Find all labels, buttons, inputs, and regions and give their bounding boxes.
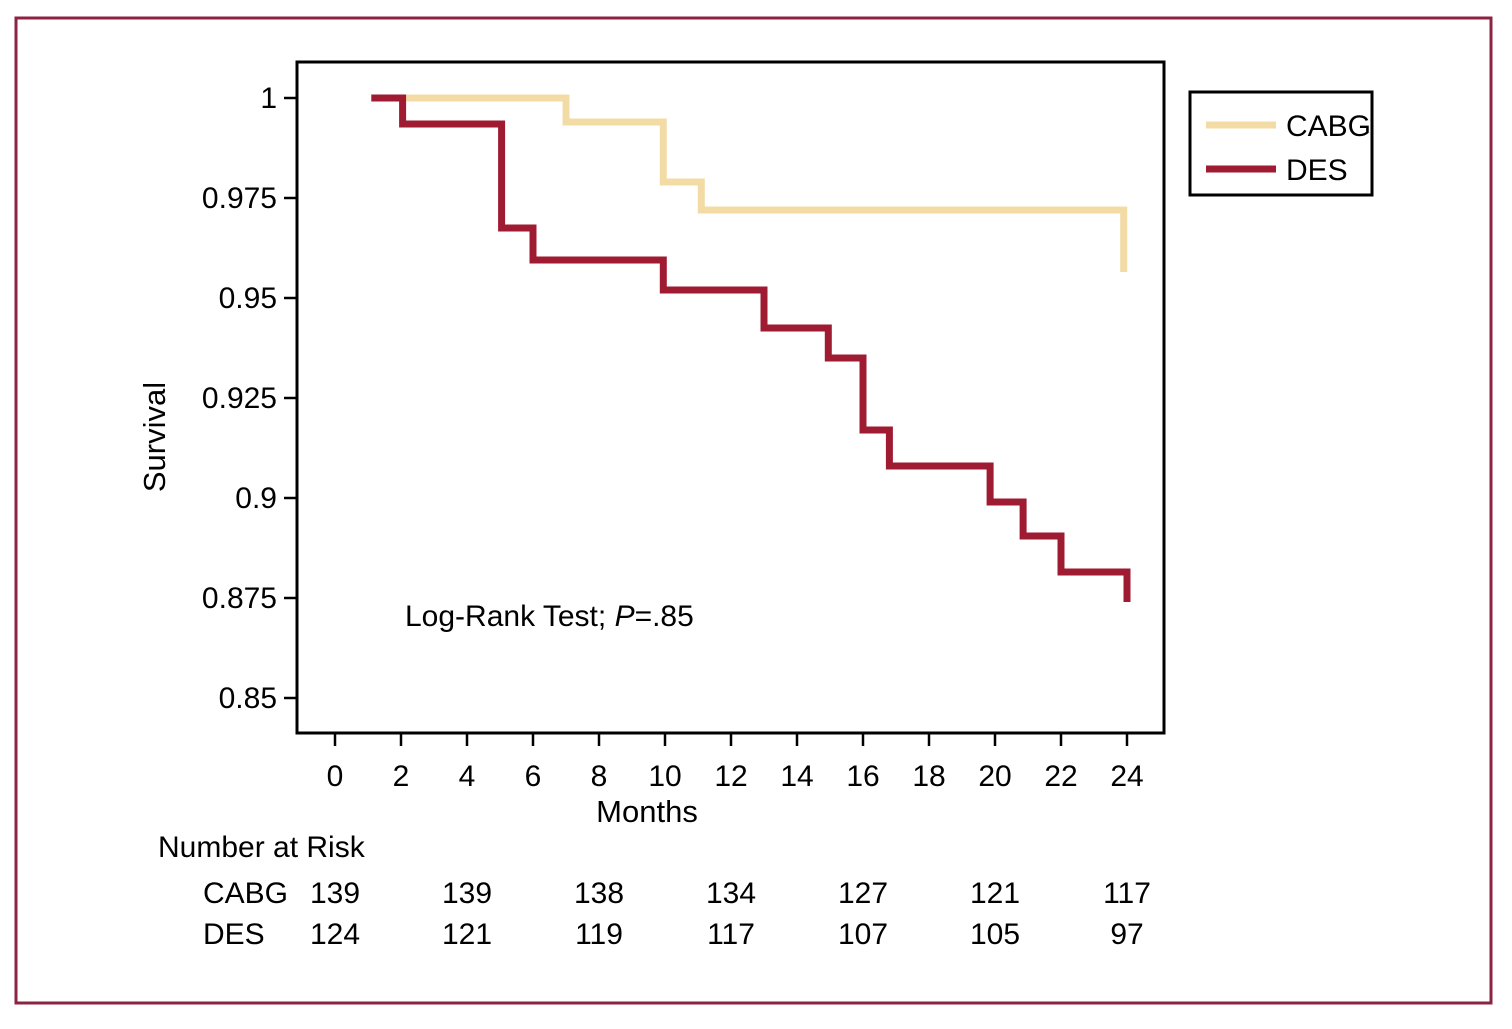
risk-value: 117 bbox=[1103, 877, 1151, 910]
logrank-annotation: Log-Rank Test; P=.85 bbox=[405, 600, 694, 633]
x-tick-label: 2 bbox=[393, 760, 410, 793]
risk-value: 138 bbox=[574, 877, 624, 910]
y-tick-label: 0.85 bbox=[219, 682, 277, 715]
risk-value: 134 bbox=[706, 877, 756, 910]
logrank-value: =.85 bbox=[635, 600, 694, 633]
number-at-risk-table: Number at Risk CABG 139 139 138 134 127 121 117… bbox=[158, 831, 1151, 951]
curve-des bbox=[371, 94, 1131, 602]
x-tick-label: 20 bbox=[978, 760, 1011, 793]
logrank-p-symbol: P bbox=[615, 600, 635, 633]
x-axis-title: Months bbox=[596, 794, 698, 829]
risk-row-label-des: DES bbox=[203, 918, 265, 951]
y-tick-label: 0.875 bbox=[202, 582, 277, 615]
risk-value: 105 bbox=[970, 918, 1020, 951]
y-tick-label: 0.95 bbox=[219, 282, 277, 315]
y-tick-label: 0.9 bbox=[235, 482, 277, 515]
legend-label-des: DES bbox=[1286, 154, 1348, 187]
x-tick-label: 6 bbox=[525, 760, 542, 793]
x-tick-label: 12 bbox=[714, 760, 747, 793]
legend-box bbox=[1188, 90, 1374, 197]
risk-value: 119 bbox=[575, 918, 623, 951]
risk-table-rows: CABG 139 139 138 134 127 121 117 DES 124 121 119 117… bbox=[203, 877, 1151, 951]
curve-cabg bbox=[371, 94, 1128, 272]
risk-row-label-cabg: CABG bbox=[203, 877, 288, 910]
risk-value: 124 bbox=[310, 918, 360, 951]
y-axis-title: Survival bbox=[137, 382, 172, 492]
survival-curves bbox=[371, 94, 1131, 602]
y-tick-label: 0.925 bbox=[202, 382, 277, 415]
x-tick-label: 14 bbox=[780, 760, 813, 793]
risk-value: 121 bbox=[442, 918, 492, 951]
x-tick-label: 0 bbox=[327, 760, 344, 793]
legend-label-cabg: CABG bbox=[1286, 110, 1371, 143]
x-tick-label: 4 bbox=[459, 760, 476, 793]
x-tick-label: 16 bbox=[846, 760, 879, 793]
x-tick-label: 10 bbox=[648, 760, 681, 793]
y-axis: 1 0.975 0.95 0.925 0.9 0.875 0.85 bbox=[202, 82, 297, 715]
x-tick-label: 22 bbox=[1044, 760, 1077, 793]
x-tick-label: 8 bbox=[591, 760, 608, 793]
x-tick-label: 24 bbox=[1110, 760, 1143, 793]
risk-value: 139 bbox=[442, 877, 492, 910]
logrank-prefix: Log-Rank Test; bbox=[405, 600, 615, 633]
y-tick-label: 0.975 bbox=[202, 182, 277, 215]
risk-value: 117 bbox=[707, 918, 755, 951]
x-axis: 0 2 4 6 8 10 12 14 16 18 20 22 24 bbox=[327, 733, 1144, 793]
risk-value: 107 bbox=[838, 918, 888, 951]
risk-value: 127 bbox=[838, 877, 888, 910]
risk-value: 97 bbox=[1110, 918, 1143, 951]
x-tick-label: 18 bbox=[912, 760, 945, 793]
risk-value: 139 bbox=[310, 877, 360, 910]
y-tick-label: 1 bbox=[260, 82, 277, 115]
legend: CABG DES bbox=[1188, 90, 1374, 197]
risk-value: 121 bbox=[970, 877, 1020, 910]
risk-table-title: Number at Risk bbox=[158, 831, 366, 864]
figure-border bbox=[14, 16, 1493, 1005]
